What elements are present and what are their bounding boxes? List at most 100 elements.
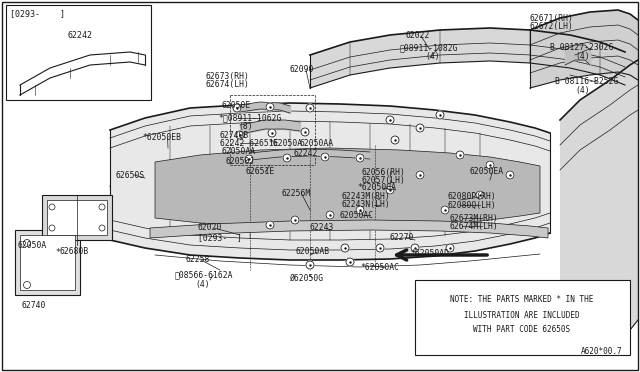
Text: (4): (4)	[195, 280, 210, 289]
Text: 62674M(LH): 62674M(LH)	[450, 221, 499, 231]
Bar	[6, 5, 151, 100]
Circle shape	[49, 204, 55, 210]
Circle shape	[346, 258, 354, 266]
Circle shape	[24, 240, 31, 247]
Circle shape	[24, 282, 31, 289]
Circle shape	[456, 151, 464, 159]
Text: (4): (4)	[575, 52, 589, 61]
Text: 62740B: 62740B	[220, 131, 249, 140]
Circle shape	[245, 155, 253, 163]
Circle shape	[306, 261, 314, 269]
Polygon shape	[530, 10, 638, 88]
Text: Ⓞ08911-1082G: Ⓞ08911-1082G	[400, 44, 458, 52]
Text: Ø62050G: Ø62050G	[290, 273, 324, 282]
Text: 62258: 62258	[185, 256, 209, 264]
Circle shape	[301, 128, 309, 136]
Text: *62050EB: *62050EB	[142, 134, 181, 142]
Circle shape	[266, 221, 274, 229]
Text: *62050GA: *62050GA	[357, 183, 396, 192]
Circle shape	[446, 244, 454, 252]
Text: 62256M: 62256M	[282, 189, 311, 198]
Circle shape	[411, 244, 419, 252]
Text: (8): (8)	[238, 122, 253, 131]
Circle shape	[341, 244, 349, 252]
Text: (4): (4)	[425, 52, 440, 61]
Text: 62740: 62740	[22, 301, 46, 310]
Text: 62651E: 62651E	[246, 167, 275, 176]
Text: *Ⓟ08911-1062G: *Ⓟ08911-1062G	[218, 113, 282, 122]
Bar	[415, 280, 630, 355]
Text: *: *	[55, 247, 60, 257]
Text: ILLUSTRATION ARE INCLUDED: ILLUSTRATION ARE INCLUDED	[464, 311, 580, 320]
Text: 62243N(LH): 62243N(LH)	[342, 201, 391, 209]
Circle shape	[49, 225, 55, 231]
Circle shape	[236, 131, 244, 139]
Text: 62650S: 62650S	[115, 170, 144, 180]
Text: 62050J: 62050J	[226, 157, 255, 166]
Polygon shape	[560, 60, 638, 355]
Text: 62050EA: 62050EA	[470, 167, 504, 176]
Text: *62050AD: *62050AD	[410, 250, 449, 259]
Circle shape	[291, 216, 299, 224]
Text: 62050A: 62050A	[18, 241, 47, 250]
Text: 62080P(RH): 62080P(RH)	[448, 192, 497, 202]
Text: 62020: 62020	[198, 224, 222, 232]
Circle shape	[476, 191, 484, 199]
Polygon shape	[155, 148, 540, 227]
Circle shape	[486, 161, 494, 169]
Circle shape	[416, 124, 424, 132]
Circle shape	[356, 206, 364, 214]
Polygon shape	[150, 220, 548, 238]
Text: 62080Q(LH): 62080Q(LH)	[448, 201, 497, 209]
Circle shape	[233, 104, 241, 112]
Text: 62270: 62270	[390, 234, 414, 243]
Text: 62057(LH): 62057(LH)	[362, 176, 406, 185]
Text: WITH PART CODE 62650S: WITH PART CODE 62650S	[474, 326, 571, 334]
Text: *62050A: *62050A	[268, 138, 302, 148]
Text: 62050AA: 62050AA	[300, 138, 334, 148]
Text: 62672(LH): 62672(LH)	[530, 22, 574, 32]
Text: B 08127-2302G: B 08127-2302G	[550, 44, 613, 52]
Circle shape	[326, 211, 334, 219]
Text: 62090: 62090	[290, 65, 314, 74]
Text: [0293-    ]: [0293- ]	[10, 10, 65, 19]
Circle shape	[356, 154, 364, 162]
Circle shape	[391, 136, 399, 144]
Text: 62680B: 62680B	[60, 247, 89, 257]
Circle shape	[321, 153, 329, 161]
Text: 62242 62651E: 62242 62651E	[220, 138, 278, 148]
Bar	[15, 230, 80, 295]
Text: 62050AC: 62050AC	[340, 211, 374, 219]
Text: 62022: 62022	[405, 32, 429, 41]
Circle shape	[268, 129, 276, 137]
Circle shape	[386, 186, 394, 194]
Circle shape	[436, 111, 444, 119]
Text: 62050E: 62050E	[222, 102, 252, 110]
Text: 62050AB: 62050AB	[295, 247, 329, 257]
Text: B 08116-B252G: B 08116-B252G	[555, 77, 618, 87]
Circle shape	[376, 244, 384, 252]
Circle shape	[266, 103, 274, 111]
Text: 62673(RH): 62673(RH)	[205, 71, 249, 80]
Text: Ⓝ08566-6162A: Ⓝ08566-6162A	[175, 270, 234, 279]
Circle shape	[306, 104, 314, 112]
Circle shape	[386, 116, 394, 124]
Text: [0293-  ]: [0293- ]	[198, 234, 242, 243]
Text: 62242: 62242	[68, 31, 93, 39]
Circle shape	[283, 154, 291, 162]
Text: 62242: 62242	[294, 148, 318, 157]
Bar	[42, 195, 112, 240]
Text: 62050AA: 62050AA	[222, 148, 256, 157]
Circle shape	[506, 171, 514, 179]
Text: *62050AC: *62050AC	[360, 263, 399, 273]
Circle shape	[99, 204, 105, 210]
Circle shape	[99, 225, 105, 231]
Text: 62674(LH): 62674(LH)	[205, 80, 249, 89]
Polygon shape	[310, 28, 625, 88]
Text: 62243: 62243	[310, 224, 334, 232]
Text: 62673M(RH): 62673M(RH)	[450, 214, 499, 222]
Polygon shape	[110, 103, 550, 260]
Text: 62671(RH): 62671(RH)	[530, 13, 574, 22]
Text: NOTE: THE PARTS MARKED * IN THE: NOTE: THE PARTS MARKED * IN THE	[451, 295, 594, 304]
Circle shape	[441, 206, 449, 214]
